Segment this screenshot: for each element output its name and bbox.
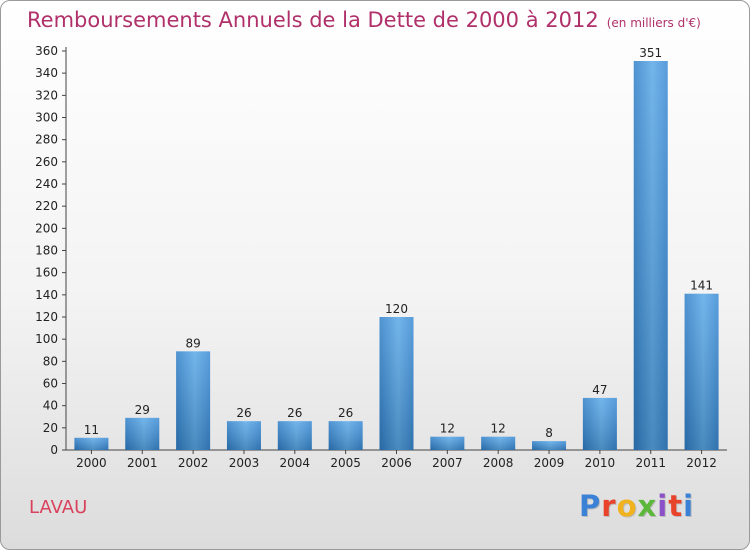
y-tick-label: 80 <box>43 354 58 368</box>
bar-shade-2003 <box>226 421 261 450</box>
data-label-2009: 8 <box>545 426 553 440</box>
data-label-2003: 26 <box>236 406 251 420</box>
x-tick-label-2005: 2005 <box>330 456 361 470</box>
data-label-2012: 141 <box>690 279 713 293</box>
y-tick-label: 220 <box>35 199 58 213</box>
x-tick-label-2002: 2002 <box>178 456 209 470</box>
logo-letter: i <box>657 489 669 523</box>
data-label-2001: 29 <box>135 403 150 417</box>
y-tick-label: 140 <box>35 288 58 302</box>
data-label-2011: 351 <box>639 46 662 60</box>
bar-shade-2004 <box>277 421 312 450</box>
bar-shade-2009 <box>532 441 567 450</box>
data-label-2005: 26 <box>338 406 353 420</box>
y-tick-label: 160 <box>35 266 58 280</box>
logo-letter: x <box>637 489 658 523</box>
x-tick-label-2011: 2011 <box>635 456 666 470</box>
bar-shade-2010 <box>582 397 617 450</box>
data-label-2010: 47 <box>592 383 607 397</box>
y-tick-label: 240 <box>35 177 58 191</box>
proxiti-logo: Proxiti <box>579 489 694 523</box>
data-label-2006: 120 <box>385 302 408 316</box>
y-tick-label: 180 <box>35 244 58 258</box>
bar-shade-2012 <box>684 293 719 450</box>
data-label-2008: 12 <box>491 422 506 436</box>
x-tick-label-2008: 2008 <box>483 456 514 470</box>
y-tick-label: 20 <box>43 421 58 435</box>
y-tick-label: 360 <box>35 44 58 58</box>
y-tick-label: 260 <box>35 155 58 169</box>
x-tick-label-2009: 2009 <box>534 456 565 470</box>
y-tick-label: 300 <box>35 111 58 125</box>
logo-letter: r <box>601 489 617 523</box>
data-label-2007: 12 <box>440 422 455 436</box>
logo-letter: t <box>668 489 684 523</box>
x-tick-label-2004: 2004 <box>280 456 311 470</box>
bar-shade-2011 <box>633 60 668 450</box>
y-tick-label: 0 <box>50 443 58 457</box>
logo-letter: P <box>579 489 602 523</box>
bar-shade-2008 <box>481 436 516 450</box>
bar-shade-2002 <box>176 351 211 450</box>
chart-title-text: Remboursements Annuels de la Dette de 20… <box>27 8 599 32</box>
x-tick-label-2000: 2000 <box>76 456 107 470</box>
bar-shade-2006 <box>379 317 414 450</box>
x-tick-label-2006: 2006 <box>381 456 412 470</box>
chart-subtitle: (en milliers d'€) <box>606 16 701 30</box>
commune-name: LAVAU <box>29 497 88 518</box>
x-tick-label-2010: 2010 <box>585 456 616 470</box>
bars <box>74 60 719 450</box>
y-tick-label: 320 <box>35 88 58 102</box>
y-tick-label: 60 <box>43 377 58 391</box>
y-tick-label: 100 <box>35 332 58 346</box>
logo-letter: o <box>616 489 638 523</box>
bar-shade-2000 <box>74 437 109 450</box>
x-tick-label-2003: 2003 <box>229 456 260 470</box>
data-label-2004: 26 <box>287 406 302 420</box>
data-label-2000: 11 <box>84 423 99 437</box>
data-label-2002: 89 <box>185 336 200 350</box>
y-tick-label: 200 <box>35 221 58 235</box>
bar-shade-2007 <box>430 436 465 450</box>
axes: 0 20 40 60 80 100 120 140 160 180 200 220 240 260 280 3… <box>35 44 727 470</box>
y-tick-label: 280 <box>35 133 58 147</box>
data-labels: 11 29 89 26 26 26 120 12 12 8 47 351 141 <box>84 46 713 440</box>
logo-letter: i <box>683 489 695 523</box>
y-tick-label: 120 <box>35 310 58 324</box>
bar-shade-2005 <box>328 421 363 450</box>
y-tick-label: 40 <box>43 399 58 413</box>
x-tick-label-2001: 2001 <box>127 456 158 470</box>
x-tick-label-2012: 2012 <box>686 456 717 470</box>
x-tick-label-2007: 2007 <box>432 456 463 470</box>
bar-shade-2001 <box>125 417 160 450</box>
y-tick-label: 340 <box>35 66 58 80</box>
chart-title: Remboursements Annuels de la Dette de 20… <box>27 8 701 32</box>
